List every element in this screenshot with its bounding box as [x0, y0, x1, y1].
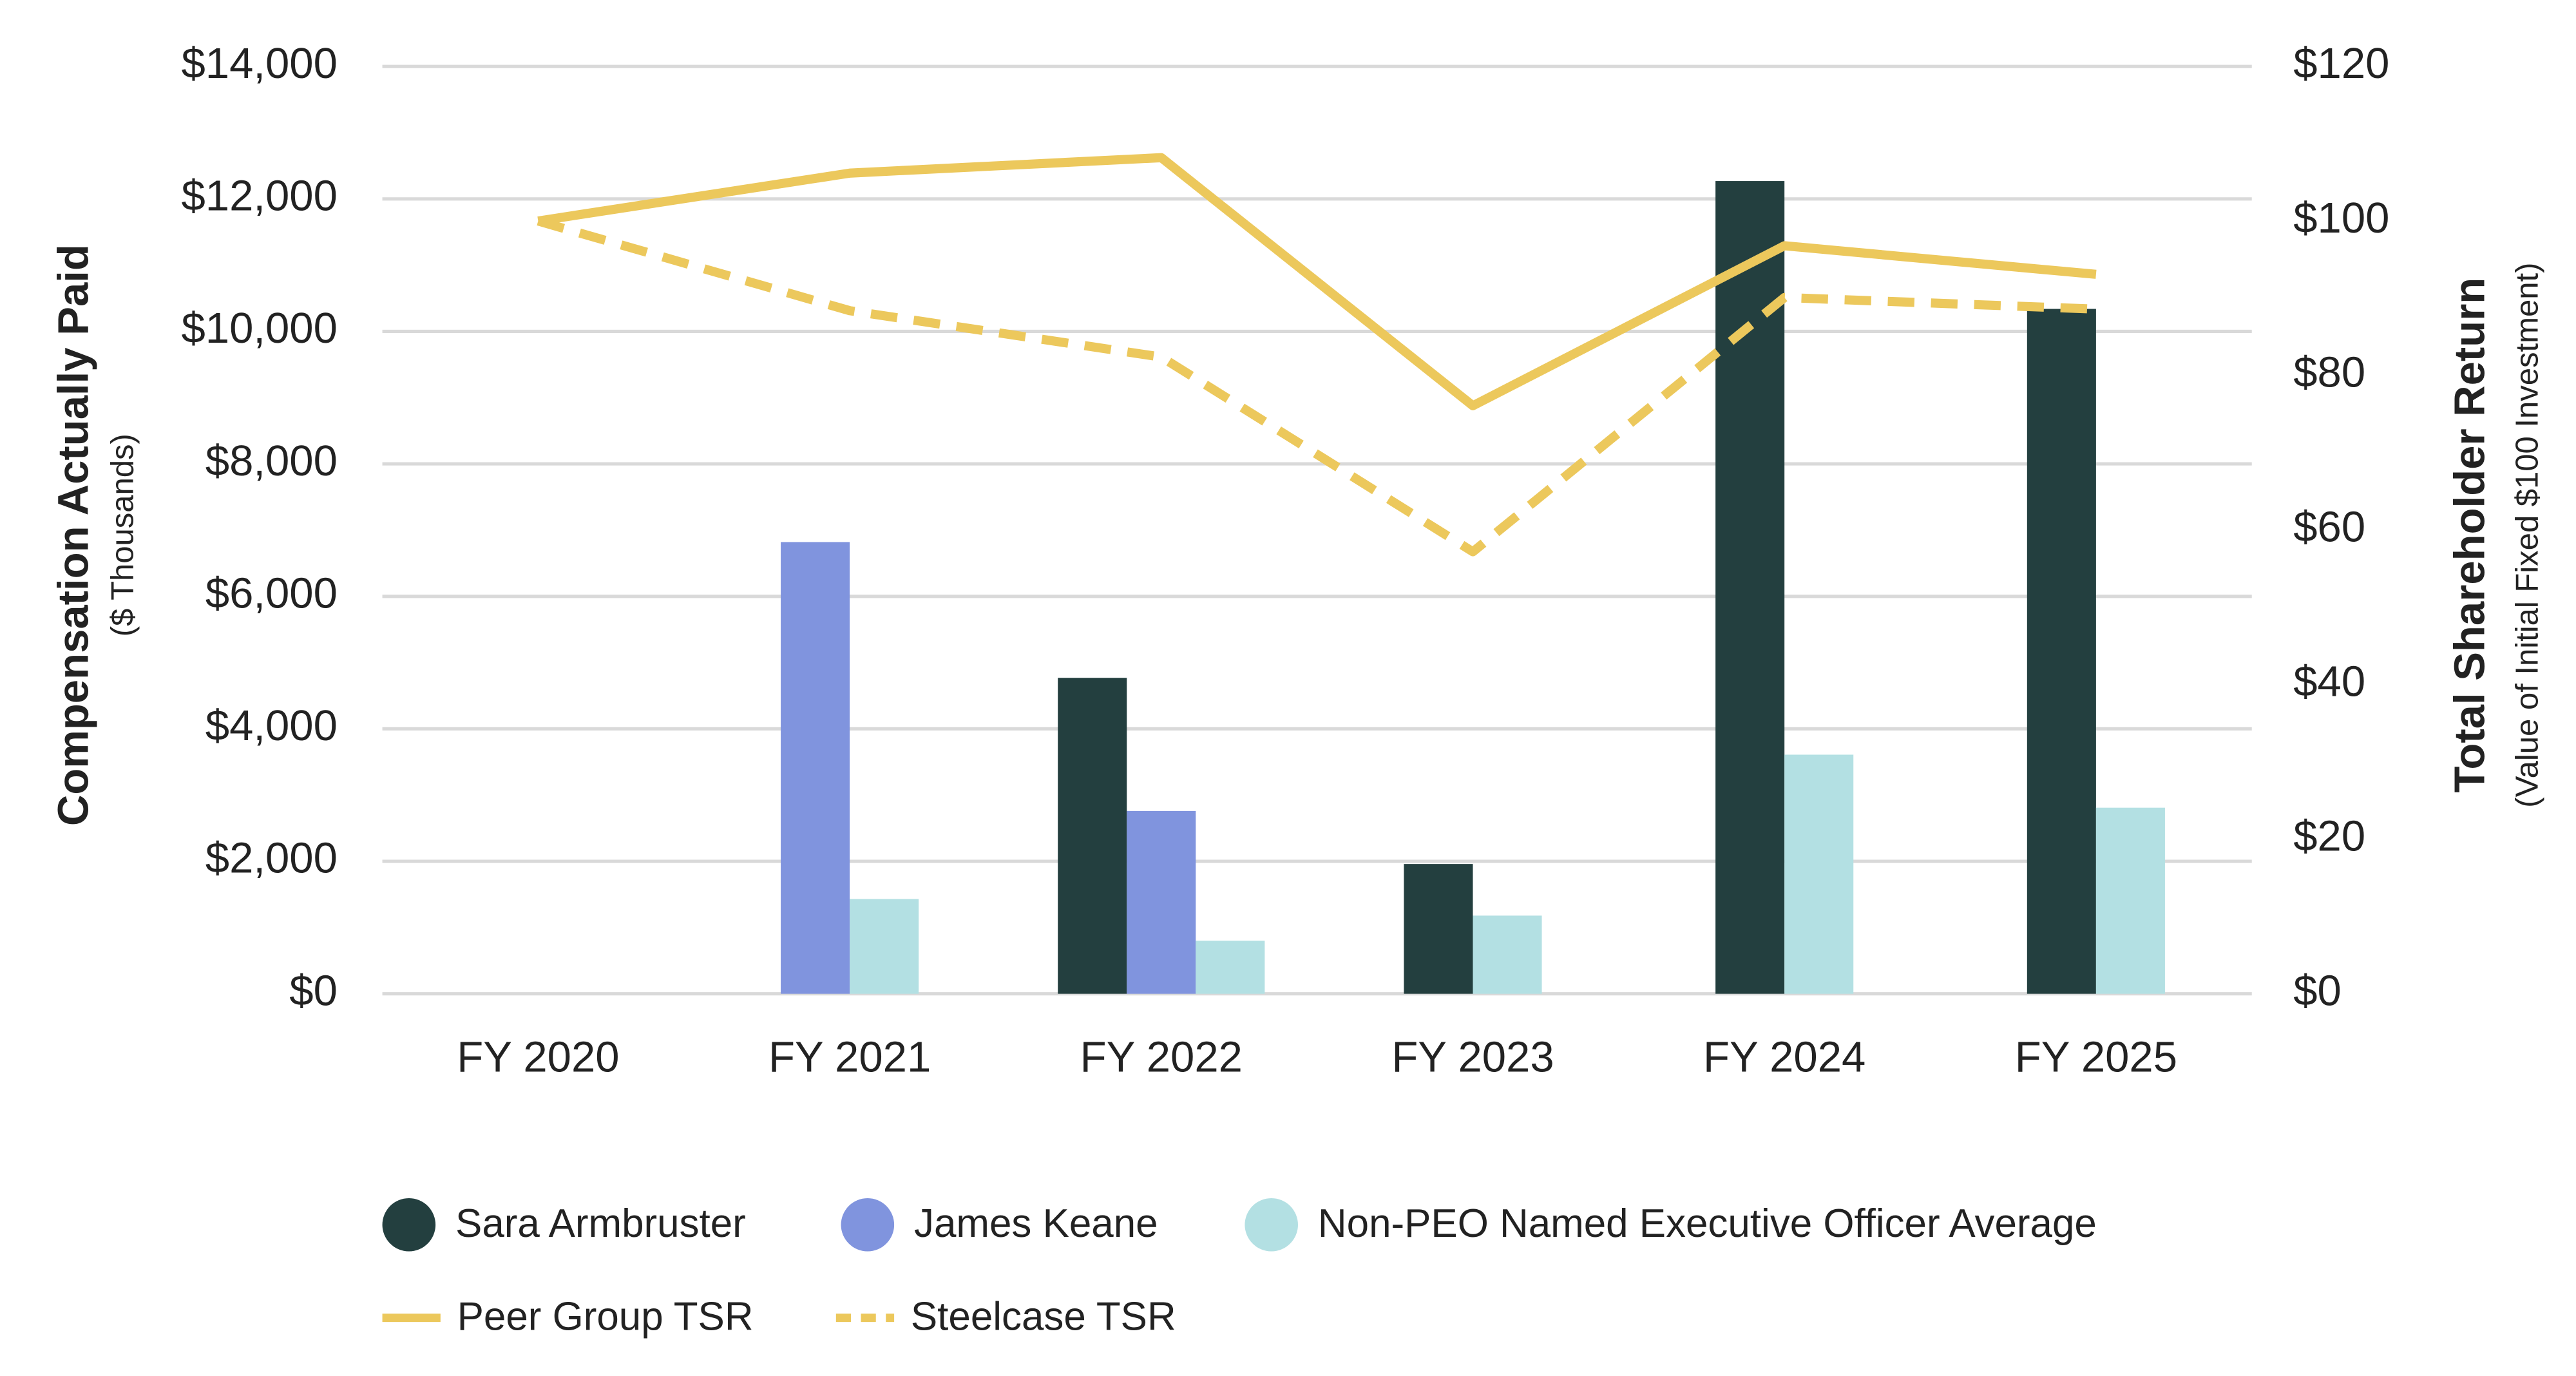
bar [1058, 678, 1127, 994]
legend-label: Peer Group TSR [457, 1295, 754, 1339]
legend-label: Sara Armbruster [455, 1201, 746, 1246]
y2-tick-label: $20 [2293, 812, 2365, 860]
y-tick-label: $12,000 [181, 172, 337, 220]
y2-tick-label: $40 [2293, 658, 2365, 706]
y2-axis-title: Total Shareholder Return [2446, 278, 2494, 793]
y2-axis-subtitle: (Value of Initial Fixed $100 Investment) [2510, 263, 2544, 808]
x-tick-label: FY 2025 [2015, 1033, 2177, 1082]
x-tick-label: FY 2023 [1391, 1033, 1554, 1082]
y-tick-label: $14,000 [181, 39, 337, 88]
bar [2027, 309, 2096, 994]
x-tick-label: FY 2021 [768, 1033, 931, 1082]
y2-tick-label: $60 [2293, 503, 2365, 551]
y-tick-label: $10,000 [181, 304, 337, 352]
bar [781, 542, 850, 994]
legend-label: Non-PEO Named Executive Officer Average [1318, 1201, 2097, 1246]
y2-tick-label: $100 [2293, 194, 2389, 242]
y-tick-label: $6,000 [205, 569, 338, 617]
legend-label: Steelcase TSR [911, 1295, 1176, 1339]
line [537, 216, 2097, 557]
y2-tick-label: $80 [2293, 349, 2365, 397]
x-tick-label: FY 2022 [1080, 1033, 1243, 1082]
x-tick-label: FY 2020 [457, 1033, 619, 1082]
bar [1715, 181, 1785, 994]
line [537, 153, 2097, 410]
y2-tick-label: $0 [2293, 966, 2342, 1015]
y-axis-subtitle: ($ Thousands) [106, 434, 140, 636]
y-tick-label: $0 [289, 966, 338, 1015]
y-axis-title: Compensation Actually Paid [50, 244, 98, 826]
bar [1196, 941, 1265, 994]
legend-swatch [1245, 1198, 1298, 1252]
y2-tick-label: $120 [2293, 39, 2389, 88]
bar [1404, 864, 1473, 994]
y-tick-label: $8,000 [205, 437, 338, 485]
y-tick-label: $4,000 [205, 702, 338, 750]
legend-swatch [841, 1198, 895, 1252]
legend-label: James Keane [914, 1201, 1158, 1246]
y-tick-label: $2,000 [205, 834, 338, 883]
x-tick-label: FY 2024 [1703, 1033, 1865, 1082]
legend-swatch [382, 1198, 436, 1252]
bar [1473, 915, 1542, 994]
bar [1127, 810, 1196, 994]
bar [2095, 807, 2165, 994]
bar [850, 899, 919, 994]
bar [1784, 754, 1854, 994]
